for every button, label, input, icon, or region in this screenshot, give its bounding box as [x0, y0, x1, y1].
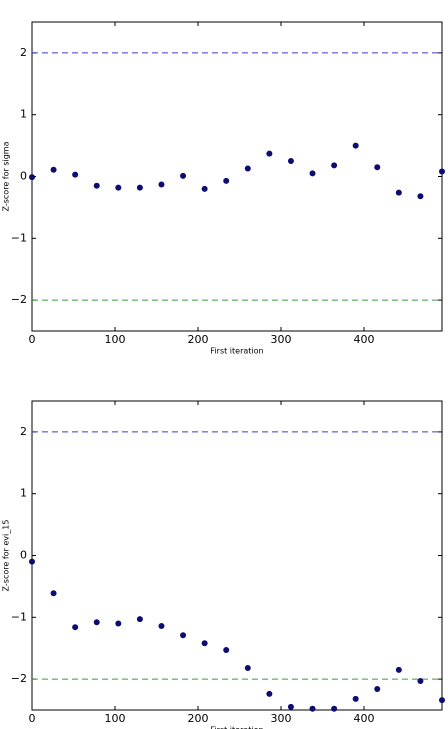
point [223, 647, 230, 654]
y-tick-label: −1 [11, 231, 27, 244]
point [374, 164, 381, 171]
point [158, 622, 165, 629]
point [309, 170, 316, 177]
point [266, 150, 273, 157]
x-tick-label: 200 [187, 712, 208, 725]
y-tick-label: 0 [20, 170, 27, 183]
point [136, 616, 143, 623]
point [417, 677, 424, 684]
point [395, 666, 402, 673]
point [223, 177, 230, 184]
point [115, 184, 122, 191]
y-axis-label: Z-score for evi_15 [2, 520, 11, 592]
point [331, 162, 338, 169]
x-axis-label: First iteration [210, 726, 263, 729]
point [331, 705, 338, 712]
x-tick-label: 100 [104, 712, 125, 725]
x-tick-label: 0 [29, 333, 36, 346]
point [287, 158, 294, 165]
point [158, 181, 165, 188]
point [29, 174, 35, 181]
plot-area [31, 21, 443, 332]
point [72, 171, 79, 178]
point [374, 685, 381, 692]
point [417, 193, 424, 200]
point [244, 664, 251, 671]
y-tick-label: 0 [20, 549, 27, 562]
point [352, 695, 359, 702]
x-tick-label: 400 [353, 712, 374, 725]
point [201, 185, 208, 192]
point [439, 697, 445, 704]
point [50, 590, 57, 597]
point [287, 703, 294, 710]
x-tick-label: 200 [187, 333, 208, 346]
point [180, 632, 187, 639]
point [93, 182, 100, 189]
y-tick-label: 2 [20, 425, 27, 438]
plot-area [31, 400, 443, 711]
x-tick-label: 300 [270, 712, 291, 725]
y-tick-label: 2 [20, 46, 27, 59]
point [352, 142, 359, 149]
point [244, 165, 251, 172]
point [136, 184, 143, 191]
point [309, 705, 316, 712]
point [180, 172, 187, 179]
y-tick-label: −2 [11, 293, 27, 306]
x-tick-label: 0 [29, 712, 36, 725]
point [29, 558, 35, 565]
point [72, 624, 79, 631]
point [201, 640, 208, 647]
x-tick-label: 300 [270, 333, 291, 346]
point [115, 620, 122, 627]
point [439, 168, 445, 175]
point [50, 166, 57, 173]
point [93, 619, 100, 626]
x-tick-label: 400 [353, 333, 374, 346]
y-axis-label: Z-score for sigma [2, 141, 11, 211]
point [266, 690, 273, 697]
x-tick-label: 100 [104, 333, 125, 346]
y-tick-label: −1 [11, 610, 27, 623]
y-tick-label: −2 [11, 672, 27, 685]
y-tick-label: 1 [20, 108, 27, 121]
point [395, 189, 402, 196]
x-axis-label: First iteration [210, 347, 263, 356]
y-tick-label: 1 [20, 487, 27, 500]
